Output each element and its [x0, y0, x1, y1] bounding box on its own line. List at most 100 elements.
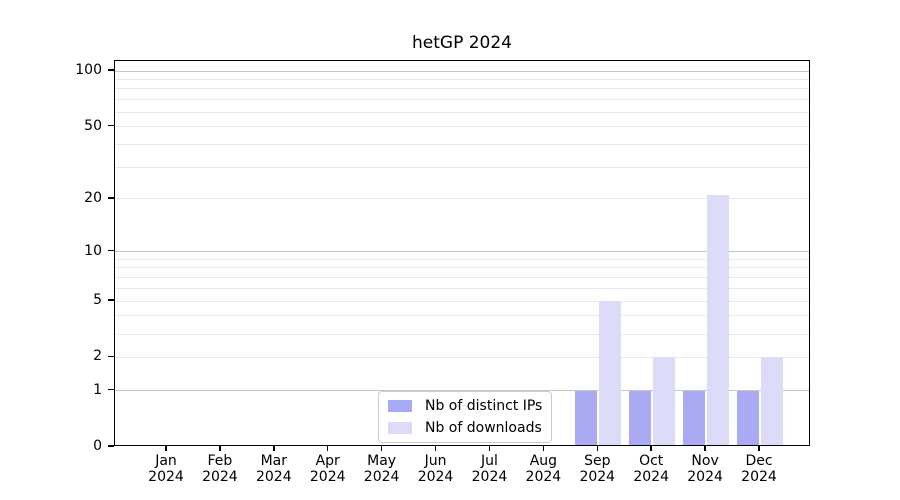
- x-tick: [326, 446, 329, 451]
- x-tick-label: Nov 2024: [673, 453, 737, 485]
- x-tick-month: Oct: [639, 453, 664, 469]
- gridline-minor: [115, 267, 809, 269]
- x-tick-label: Aug 2024: [511, 453, 575, 485]
- x-tick-year: 2024: [202, 469, 238, 485]
- y-tick-label: 0: [93, 438, 102, 454]
- bar-distinct-ips-sep: [575, 390, 598, 446]
- x-tick: [488, 446, 491, 451]
- x-tick-year: 2024: [633, 469, 669, 485]
- bar-downloads-nov: [707, 195, 730, 446]
- y-tick: [108, 197, 114, 199]
- x-tick-label: Apr 2024: [296, 453, 360, 485]
- gridline-minor: [115, 111, 809, 113]
- x-tick-label: Feb 2024: [188, 453, 252, 485]
- x-tick-year: 2024: [471, 469, 508, 485]
- x-tick-year: 2024: [687, 469, 723, 485]
- x-tick-year: 2024: [255, 469, 292, 485]
- x-tick: [758, 446, 760, 451]
- y-tick-label: 50: [84, 117, 102, 134]
- x-tick-label: Jul 2024: [457, 453, 521, 485]
- bar-downloads-oct: [653, 357, 676, 446]
- x-tick-label: May 2024: [350, 453, 414, 485]
- gridline-minor: [115, 258, 809, 260]
- x-tick-month: Mar: [260, 453, 288, 469]
- y-tick-label: 2: [93, 348, 102, 365]
- x-tick-label: Dec 2024: [727, 453, 791, 485]
- x-tick-year: 2024: [741, 469, 777, 485]
- x-tick: [165, 446, 167, 451]
- y-tick: [108, 388, 114, 391]
- gridline-minor: [115, 78, 809, 80]
- legend-label-downloads: Nb of downloads: [425, 420, 542, 436]
- x-tick: [434, 446, 437, 451]
- gridline-major: [115, 251, 809, 253]
- x-tick: [219, 446, 221, 451]
- x-tick-year: 2024: [525, 469, 562, 485]
- x-tick: [380, 446, 383, 451]
- legend-item-distinct-ips: Nb of distinct IPs: [388, 398, 542, 414]
- legend-item-downloads: Nb of downloads: [388, 420, 542, 436]
- x-tick-month: Feb: [207, 453, 233, 469]
- x-tick: [596, 446, 599, 451]
- x-tick-label: Mar 2024: [242, 453, 306, 485]
- gridline-minor: [115, 300, 809, 302]
- x-tick-month: Jun: [424, 453, 447, 469]
- gridline-minor: [115, 315, 809, 317]
- x-tick-label: Sep 2024: [565, 453, 629, 485]
- bar-distinct-ips-nov: [683, 390, 706, 446]
- y-tick-label: 20: [84, 189, 102, 206]
- plot-area: Nb of distinct IPs Nb of downloads: [114, 60, 810, 446]
- y-tick-label: 100: [75, 62, 102, 78]
- gridline-minor: [115, 166, 809, 168]
- y-tick: [108, 445, 114, 447]
- legend-swatch-distinct-ips-icon: [388, 400, 412, 412]
- gridline-major: [115, 70, 809, 72]
- gridline-major: [115, 390, 809, 392]
- gridline-minor: [115, 356, 809, 358]
- y-tick: [108, 124, 114, 127]
- x-tick: [273, 446, 275, 451]
- chart-title: hetGP 2024: [412, 33, 512, 53]
- x-tick-month: Jul: [481, 453, 498, 469]
- gridline-minor: [115, 287, 809, 289]
- y-tick: [108, 355, 114, 358]
- bar-distinct-ips-dec: [737, 390, 759, 446]
- x-tick-month: Jan: [155, 453, 177, 469]
- y-tick-label: 10: [84, 242, 102, 259]
- x-tick-month: May: [367, 453, 397, 469]
- x-tick-month: Nov: [691, 453, 719, 469]
- y-tick-label: 5: [93, 292, 102, 309]
- legend: Nb of distinct IPs Nb of downloads: [378, 391, 553, 443]
- x-tick: [704, 446, 706, 451]
- gridline-minor: [115, 198, 809, 200]
- bar-distinct-ips-oct: [629, 390, 652, 446]
- x-tick-month: Apr: [315, 453, 340, 469]
- x-tick-label: Jan 2024: [134, 453, 198, 485]
- bar-downloads-dec: [761, 357, 783, 446]
- gridline-minor: [115, 88, 809, 90]
- x-tick-label: Jun 2024: [404, 453, 468, 485]
- legend-label-distinct-ips: Nb of distinct IPs: [425, 398, 543, 414]
- x-tick-month: Aug: [529, 453, 558, 469]
- gridline-minor: [115, 143, 809, 145]
- x-tick: [542, 446, 545, 451]
- y-tick: [108, 69, 114, 71]
- x-tick-year: 2024: [363, 469, 400, 485]
- x-tick-label: Oct 2024: [619, 453, 683, 485]
- legend-swatch-downloads-icon: [388, 422, 412, 434]
- gridline-minor: [115, 277, 809, 279]
- bar-downloads-sep: [599, 301, 622, 446]
- x-tick-year: 2024: [579, 469, 616, 485]
- y-tick: [108, 249, 114, 252]
- y-tick-label: 1: [93, 381, 102, 398]
- x-tick-month: Sep: [584, 453, 611, 469]
- gridline-minor: [115, 99, 809, 101]
- y-tick: [108, 299, 114, 301]
- x-tick-month: Dec: [745, 453, 773, 469]
- x-tick-year: 2024: [417, 469, 454, 485]
- x-tick-year: 2024: [309, 469, 346, 485]
- gridline-minor: [115, 126, 809, 128]
- x-tick: [650, 446, 652, 451]
- gridline-minor: [115, 333, 809, 335]
